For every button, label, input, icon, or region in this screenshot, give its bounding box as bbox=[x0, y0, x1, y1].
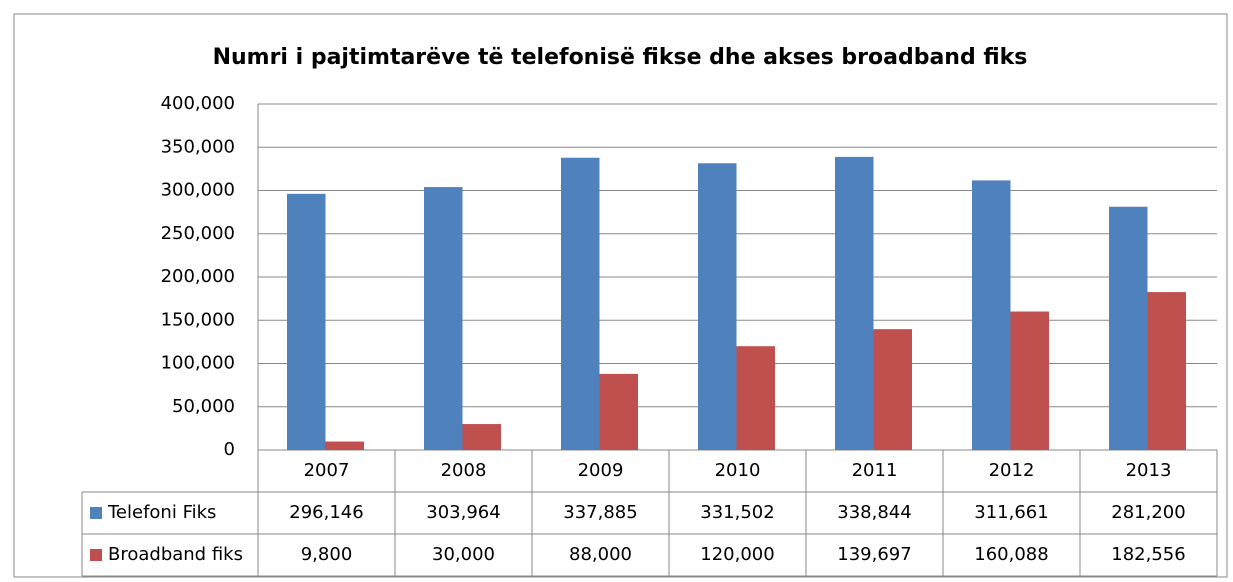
bar bbox=[1147, 292, 1186, 450]
chart-title: Numri i pajtimtarëve të telefonisë fikse… bbox=[213, 45, 1028, 70]
table-value: 311,661 bbox=[974, 502, 1048, 523]
x-tick-label: 2007 bbox=[304, 460, 350, 481]
y-tick-label: 400,000 bbox=[161, 93, 235, 114]
bar bbox=[599, 373, 638, 450]
bar bbox=[424, 187, 463, 450]
y-tick-label: 250,000 bbox=[161, 223, 235, 244]
table-value: 9,800 bbox=[301, 544, 353, 565]
legend-label: Broadband fiks bbox=[108, 544, 243, 565]
legend-swatch bbox=[90, 549, 102, 561]
bar bbox=[287, 193, 326, 450]
y-tick-label: 200,000 bbox=[161, 266, 235, 287]
bar bbox=[736, 346, 775, 450]
bar bbox=[972, 180, 1011, 450]
x-tick-label: 2013 bbox=[1126, 460, 1172, 481]
legend-label: Telefoni Fiks bbox=[107, 502, 216, 523]
y-tick-label: 300,000 bbox=[161, 180, 235, 201]
table-value: 338,844 bbox=[837, 502, 911, 523]
table-value: 139,697 bbox=[837, 544, 911, 565]
bar bbox=[1109, 206, 1148, 450]
table-value: 331,502 bbox=[700, 502, 774, 523]
table-value: 182,556 bbox=[1111, 544, 1185, 565]
legend-swatch bbox=[90, 507, 102, 519]
bar bbox=[325, 441, 364, 450]
bar bbox=[462, 424, 501, 450]
y-tick-label: 350,000 bbox=[161, 136, 235, 157]
bar bbox=[873, 329, 912, 450]
table-value: 281,200 bbox=[1111, 502, 1185, 523]
table-value: 30,000 bbox=[432, 544, 495, 565]
x-tick-label: 2012 bbox=[989, 460, 1035, 481]
y-tick-label: 100,000 bbox=[161, 353, 235, 374]
y-tick-label: 0 bbox=[224, 439, 235, 460]
table-value: 88,000 bbox=[569, 544, 632, 565]
chart-frame bbox=[13, 13, 1228, 578]
y-tick-label: 150,000 bbox=[161, 309, 235, 330]
x-tick-label: 2010 bbox=[715, 460, 761, 481]
table-value: 160,088 bbox=[974, 544, 1048, 565]
table-value: 303,964 bbox=[426, 502, 500, 523]
table-value: 296,146 bbox=[289, 502, 363, 523]
x-tick-label: 2011 bbox=[852, 460, 898, 481]
y-tick-label: 50,000 bbox=[172, 396, 235, 417]
bar bbox=[1010, 311, 1049, 450]
bar bbox=[561, 157, 600, 450]
table-value: 120,000 bbox=[700, 544, 774, 565]
table-value: 337,885 bbox=[563, 502, 637, 523]
bar bbox=[835, 156, 874, 450]
x-tick-label: 2008 bbox=[441, 460, 487, 481]
x-tick-label: 2009 bbox=[578, 460, 624, 481]
bar bbox=[698, 163, 737, 450]
